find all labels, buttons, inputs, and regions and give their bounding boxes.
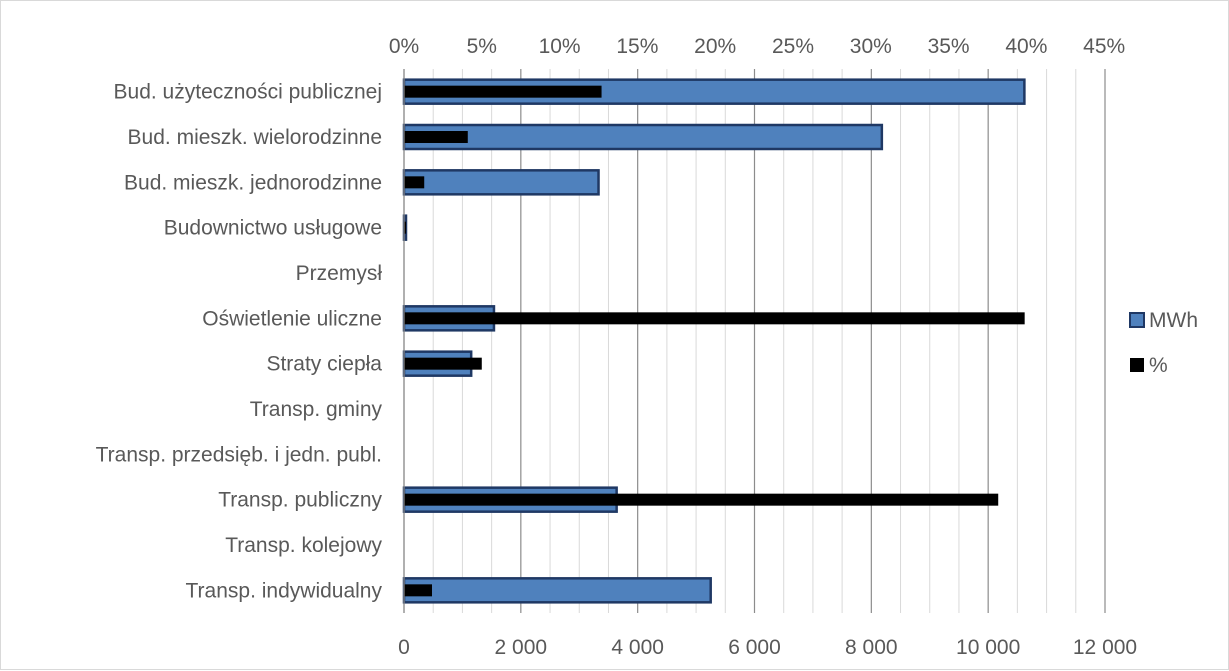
legend-item-percent-swatch [1130, 358, 1144, 372]
top-axis-tick-label: 35% [928, 35, 970, 58]
category-label: Straty ciepła [266, 353, 382, 376]
bottom-axis-tick-label: 2 000 [495, 636, 548, 659]
top-axis-tick-label: 0% [389, 35, 419, 58]
legend-item-mwh-label: MWh [1149, 309, 1198, 332]
category-label: Bud. mieszk. wielorodzinne [128, 126, 382, 149]
top-axis-tick-label: 30% [850, 35, 892, 58]
mwh-bar [402, 169, 600, 196]
bottom-axis-tick-label: 0 [398, 636, 410, 659]
top-axis-tick-label: 10% [539, 35, 581, 58]
top-axis-tick-label: 40% [1005, 35, 1047, 58]
percent-bar [404, 493, 999, 506]
legend-item-percent-label: % [1149, 354, 1168, 377]
top-axis-tick-label: 25% [772, 35, 814, 58]
category-label: Budownictwo usługowe [164, 217, 382, 240]
percent-bar [404, 85, 602, 98]
percent-bar [404, 584, 432, 597]
bottom-axis-tick-label: 12 000 [1073, 636, 1137, 659]
top-axis-tick-label: 20% [694, 35, 736, 58]
category-label: Transp. przedsięb. i jedn. publ. [96, 443, 382, 466]
mwh-bar [402, 123, 884, 151]
bottom-axis-tick-label: 4 000 [611, 636, 664, 659]
bottom-axis-tick-label: 6 000 [728, 636, 781, 659]
bottom-axis-tick-label: 10 000 [956, 636, 1020, 659]
percent-bar [404, 221, 406, 234]
percent-bar [404, 357, 482, 370]
category-label: Oświetlenie uliczne [202, 307, 382, 330]
category-label: Transp. indywidualny [186, 579, 383, 602]
category-label: Bud. użyteczności publicznej [114, 81, 382, 104]
category-label: Transp. gminy [250, 398, 383, 421]
category-label: Przemysł [296, 262, 383, 285]
percent-bar [404, 131, 468, 143]
mwh-bar [402, 577, 712, 604]
percent-bar [404, 312, 1025, 325]
category-label: Transp. kolejowy [225, 534, 382, 557]
category-label: Transp. publiczny [218, 489, 382, 512]
top-axis-tick-label: 5% [467, 35, 497, 58]
category-label: Bud. mieszk. jednorodzinne [124, 171, 382, 194]
legend-item-mwh-swatch [1129, 312, 1145, 328]
top-axis-tick-label: 15% [616, 35, 658, 58]
percent-bar [404, 176, 425, 189]
bottom-axis-tick-label: 8 000 [845, 636, 898, 659]
top-axis-tick-label: 45% [1083, 35, 1125, 58]
